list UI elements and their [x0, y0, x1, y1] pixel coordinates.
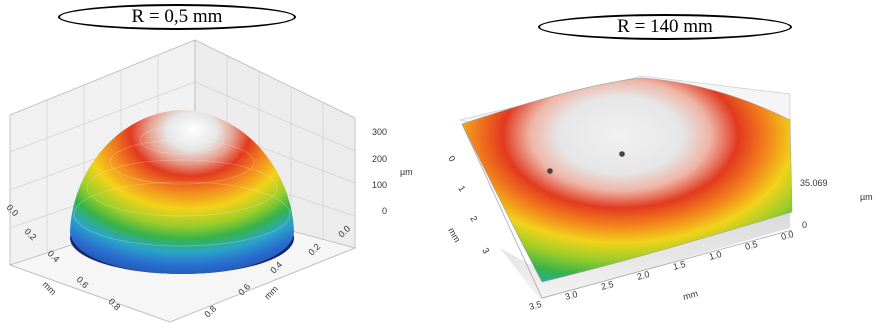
right-spot-1: [547, 168, 553, 174]
right-bottom-tick-5: 1.0: [708, 249, 723, 262]
left-x-unit: mm: [41, 279, 59, 297]
left-title: R = 0,5 mm: [58, 4, 296, 30]
left-z-tick-200: 200: [372, 154, 387, 164]
right-z-tick-0: 0: [802, 220, 807, 230]
right-bottom-tick-1: 3.0: [564, 289, 579, 302]
right-surface: [461, 77, 793, 283]
left-y-unit: mm: [262, 284, 280, 302]
left-z-tick-0: 0: [382, 206, 387, 216]
right-left-tick-0: 0: [446, 154, 457, 163]
left-surface-plot: 300 200 100 0 µm 0.0 0.2 0.4 0.6 0.8 mm …: [5, 39, 413, 323]
right-left-tick-2: 2: [468, 214, 479, 223]
left-panel: R = 0,5 mm: [0, 0, 420, 326]
right-bottom-tick-3: 2.0: [636, 269, 651, 282]
right-bottom-tick-4: 1.5: [672, 259, 687, 272]
right-bottom-tick-2: 2.5: [600, 279, 615, 292]
right-left-unit: mm: [446, 226, 462, 244]
right-panel: R = 140 mm: [430, 0, 882, 326]
left-z-unit: µm: [400, 167, 413, 177]
left-dome: [70, 110, 294, 274]
right-left-tick-3: 3: [480, 246, 491, 255]
right-bottom-tick-7: 0.0: [780, 229, 795, 242]
left-z-tick-300: 300: [372, 127, 387, 137]
right-bottom-tick-0: 3.5: [528, 299, 543, 312]
right-surface-plot: 35.069 0 µm 0 1 2 3 mm 3.5 3.0 2.5 2.0 1…: [446, 75, 873, 312]
right-title: R = 140 mm: [538, 14, 792, 40]
right-spot-2: [619, 151, 625, 157]
right-z-tick-max: 35.069: [800, 178, 828, 188]
right-left-tick-1: 1: [456, 184, 467, 193]
left-z-tick-100: 100: [372, 180, 387, 190]
right-z-unit: µm: [860, 192, 873, 202]
right-bottom-unit: mm: [682, 288, 699, 302]
right-bottom-tick-6: 0.5: [744, 239, 759, 252]
